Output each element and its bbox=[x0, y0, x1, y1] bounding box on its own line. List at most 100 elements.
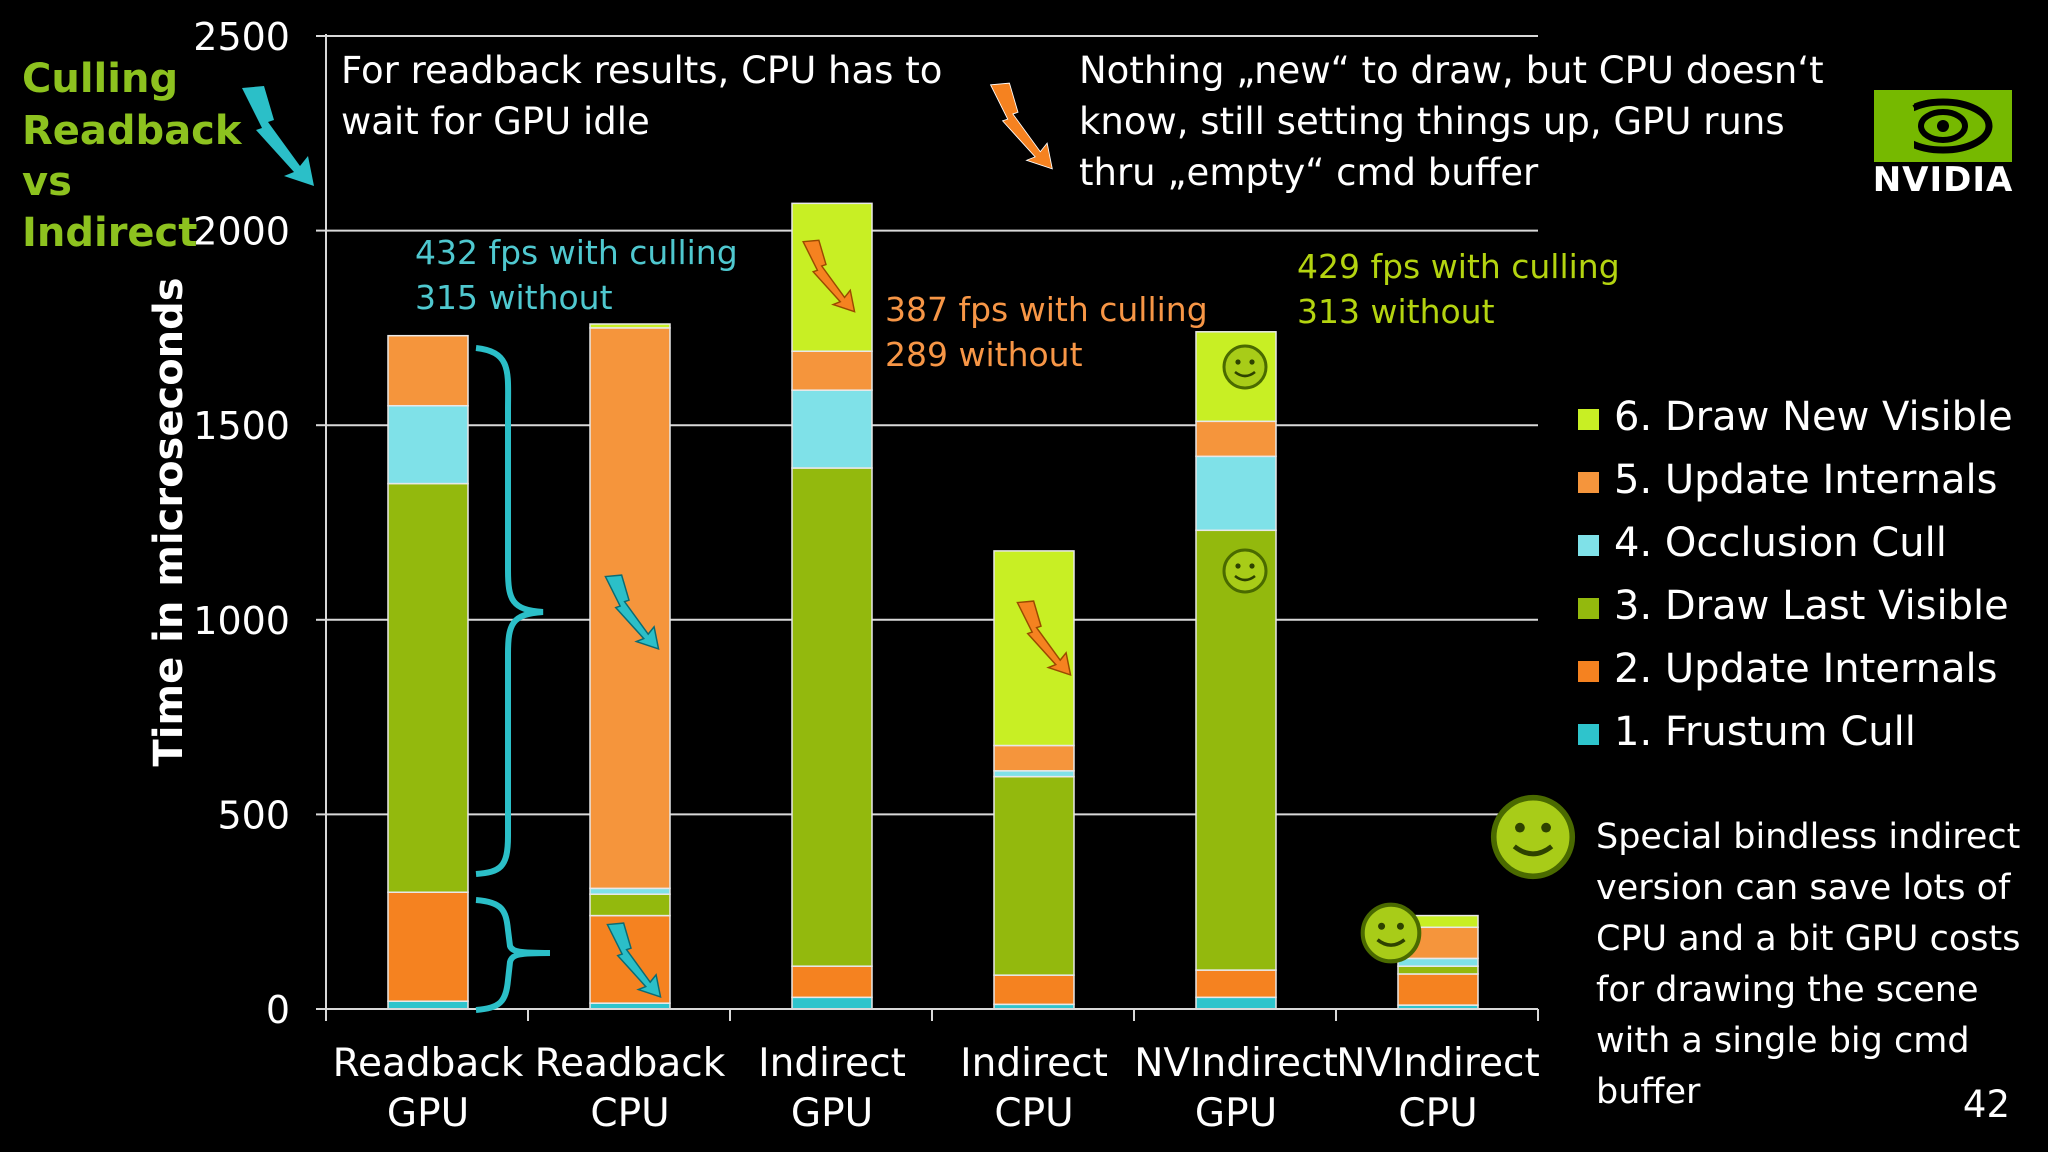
bar-segment bbox=[387, 891, 469, 1002]
bar-segment bbox=[791, 965, 873, 999]
title-line-2: Readback bbox=[22, 108, 242, 154]
note-readback-line-1: For readback results, CPU has to bbox=[341, 49, 943, 92]
bar-segment bbox=[791, 996, 873, 1010]
y-tick-label: 500 bbox=[217, 793, 290, 837]
bar-segment bbox=[589, 323, 671, 329]
legend-swatch bbox=[1578, 661, 1599, 682]
x-category-label: Indirect bbox=[758, 1041, 906, 1086]
fps-nvindirect-line-1: 429 fps with culling bbox=[1297, 247, 1620, 286]
note-indirect-line-3: thru „empty“ cmd buffer bbox=[1079, 151, 1539, 194]
bar-segment bbox=[1195, 969, 1277, 999]
bar-segment bbox=[993, 744, 1075, 772]
bar-segment bbox=[791, 467, 873, 967]
fps-indirect-label: 387 fps with culling 289 without bbox=[885, 287, 1208, 377]
lightning-icon bbox=[606, 922, 662, 999]
smiley-icon bbox=[1360, 902, 1422, 964]
bar-segment bbox=[387, 482, 469, 893]
x-category-label: CPU bbox=[590, 1091, 669, 1136]
lightning-icon bbox=[802, 239, 856, 313]
legend-swatch bbox=[1578, 598, 1599, 619]
legend-label: 6. Draw New Visible bbox=[1614, 394, 2013, 440]
y-tick-label: 2000 bbox=[193, 210, 290, 254]
fps-readback-label: 432 fps with culling 315 without bbox=[415, 230, 738, 320]
y-tick-label: 2500 bbox=[193, 15, 290, 59]
bar-segment bbox=[993, 974, 1075, 1006]
note-readback-line-2: wait for GPU idle bbox=[341, 100, 650, 143]
x-category-label: Indirect bbox=[960, 1041, 1108, 1086]
note-indirect: Nothing „new“ to draw, but CPU doesn‘t k… bbox=[1079, 45, 1824, 198]
note-indirect-line-1: Nothing „new“ to draw, but CPU doesn‘t bbox=[1079, 49, 1824, 92]
page-number: 42 bbox=[1962, 1083, 2010, 1126]
legend-swatch bbox=[1578, 724, 1599, 745]
lightning-icon bbox=[604, 574, 660, 651]
y-tick-label: 1000 bbox=[193, 599, 290, 643]
brace-small bbox=[475, 897, 551, 1013]
bar-segment bbox=[1195, 420, 1277, 458]
nvidia-eye-icon bbox=[1874, 90, 2012, 162]
nvidia-logo: NVIDIA bbox=[1868, 88, 2018, 206]
fps-nvindirect-line-2: 313 without bbox=[1297, 292, 1495, 331]
legend-swatch bbox=[1578, 409, 1599, 430]
bar-segment bbox=[791, 350, 873, 391]
note-readback: For readback results, CPU has to wait fo… bbox=[341, 45, 942, 147]
lightning-icon bbox=[242, 86, 314, 186]
bar-segment bbox=[791, 389, 873, 469]
lightning-icon bbox=[1016, 600, 1072, 677]
legend-label: 3. Draw Last Visible bbox=[1614, 583, 2009, 629]
fps-indirect-line-2: 289 without bbox=[885, 335, 1083, 374]
bar-segment bbox=[993, 775, 1075, 976]
legend-label: 4. Occlusion Cull bbox=[1614, 520, 1947, 566]
x-category-label: GPU bbox=[387, 1091, 469, 1136]
smiley-icon bbox=[1490, 794, 1576, 880]
y-tick-label: 0 bbox=[266, 988, 290, 1032]
fps-readback-line-1: 432 fps with culling bbox=[415, 233, 738, 272]
bar-segment bbox=[1195, 455, 1277, 532]
x-category-label: Readback bbox=[535, 1041, 726, 1086]
bar-segment bbox=[1397, 965, 1479, 975]
smiley-icon bbox=[1222, 344, 1268, 390]
bar-segment bbox=[791, 202, 873, 353]
smiley-icon bbox=[1222, 548, 1268, 594]
lightning-icon bbox=[989, 82, 1053, 170]
bar-segment bbox=[387, 334, 469, 407]
x-category-label: GPU bbox=[791, 1091, 873, 1136]
bar-segment bbox=[589, 893, 671, 917]
title-line-3: vs bbox=[22, 159, 72, 205]
x-category-label: CPU bbox=[994, 1091, 1073, 1136]
legend-label: 2. Update Internals bbox=[1614, 646, 1998, 692]
bar-segment bbox=[1397, 973, 1479, 1006]
note-indirect-line-2: know, still setting things up, GPU runs bbox=[1079, 100, 1785, 143]
fps-indirect-line-1: 387 fps with culling bbox=[885, 290, 1208, 329]
x-category-label: Readback bbox=[333, 1041, 524, 1086]
fps-readback-line-2: 315 without bbox=[415, 278, 613, 317]
legend-label: 1. Frustum Cull bbox=[1614, 709, 1916, 755]
y-tick-label: 1500 bbox=[193, 404, 290, 448]
special-note-line-6: buffer bbox=[1596, 1072, 1701, 1112]
special-note: Special bindless indirect version can sa… bbox=[1596, 812, 2020, 1118]
special-note-line-1: Special bindless indirect bbox=[1596, 817, 2021, 857]
legend-swatch bbox=[1578, 535, 1599, 556]
logo-text: NVIDIA bbox=[1872, 160, 2014, 200]
x-category-label: GPU bbox=[1195, 1091, 1277, 1136]
bar-segment bbox=[993, 770, 1075, 778]
bar-segment bbox=[387, 1000, 469, 1010]
title-line-4: Indirect bbox=[22, 210, 198, 256]
bar-segment bbox=[993, 550, 1075, 747]
bar-segment bbox=[1195, 996, 1277, 1010]
bar-segment bbox=[387, 404, 469, 485]
special-note-line-5: with a single big cmd bbox=[1596, 1021, 1970, 1061]
special-note-line-3: CPU and a bit GPU costs bbox=[1596, 919, 2021, 959]
fps-nvindirect-label: 429 fps with culling 313 without bbox=[1297, 244, 1620, 334]
brace-large bbox=[475, 345, 544, 877]
legend-label: 5. Update Internals bbox=[1614, 457, 1998, 503]
x-category-label: CPU bbox=[1398, 1091, 1477, 1136]
x-category-label: NVIndirect bbox=[1336, 1041, 1540, 1086]
legend-swatch bbox=[1578, 472, 1599, 493]
special-note-line-4: for drawing the scene bbox=[1596, 970, 1979, 1010]
x-category-label: NVIndirect bbox=[1134, 1041, 1338, 1086]
y-axis-label: Time in microseconds bbox=[146, 277, 192, 766]
title-line-1: Culling bbox=[22, 56, 179, 102]
bar-segment bbox=[1195, 529, 1277, 971]
